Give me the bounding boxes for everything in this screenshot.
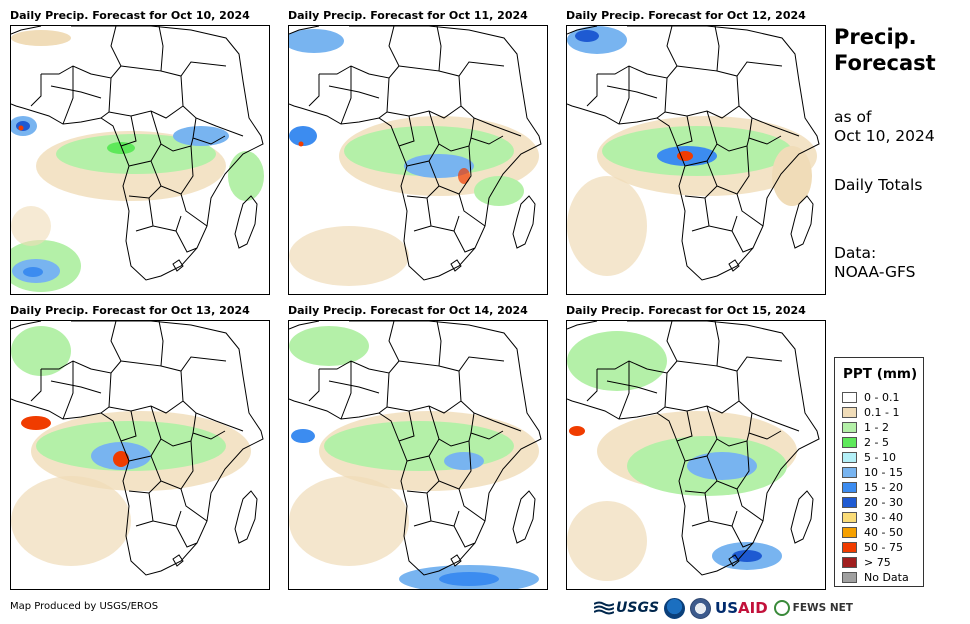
precip-map (566, 25, 826, 295)
state-dept-seal-icon (690, 597, 712, 619)
rain-field (567, 331, 797, 581)
fews-net-text: FEWS NET (792, 602, 853, 614)
sidebar-title-line1: Precip. (834, 25, 917, 49)
precip-map (10, 25, 270, 295)
usaid-logo: USAID (715, 599, 768, 617)
panel-title: Daily Precip. Forecast for Oct 13, 2024 (10, 304, 250, 317)
panel-title: Daily Precip. Forecast for Oct 15, 2024 (566, 304, 806, 317)
legend-item: 40 - 50 (842, 525, 903, 539)
legend-swatch (842, 391, 857, 403)
legend-swatch (842, 466, 857, 478)
legend-item: 50 - 75 (842, 540, 903, 554)
legend-swatch (842, 541, 857, 553)
data-label: Data: (834, 244, 877, 262)
map-credit: Map Produced by USGS/EROS (10, 601, 159, 612)
rain-field (289, 326, 539, 589)
legend-label: > 75 (864, 555, 891, 569)
legend-item: 15 - 20 (842, 480, 903, 494)
precip-map (566, 320, 826, 590)
legend-swatch (842, 451, 857, 463)
panel-title: Daily Precip. Forecast for Oct 10, 2024 (10, 9, 250, 22)
as-of-date: Oct 10, 2024 (834, 127, 935, 145)
usgs-logo: USGS (594, 600, 659, 616)
rain-field (11, 30, 264, 292)
fews-globe-icon (773, 600, 790, 616)
legend-item: No Data (842, 570, 909, 584)
sidebar-title-line2: Forecast (834, 51, 936, 75)
fews-net-logo: FEWS NET (773, 600, 853, 616)
noaa-seal-icon (664, 597, 686, 619)
legend-swatch (842, 511, 857, 523)
legend-swatch (842, 481, 857, 493)
legend-item: 1 - 2 (842, 420, 889, 434)
daily-totals-label: Daily Totals (834, 176, 923, 194)
legend-swatch (842, 496, 857, 508)
legend-label: 20 - 30 (864, 495, 903, 509)
usaid-logo-aid: AID (738, 599, 768, 617)
precip-map (288, 25, 548, 295)
legend-item: 5 - 10 (842, 450, 896, 464)
legend-label: 30 - 40 (864, 510, 903, 524)
legend-label: No Data (864, 570, 909, 584)
legend-item: 0 - 0.1 (842, 390, 899, 404)
legend-label: 50 - 75 (864, 540, 903, 554)
usaid-logo-us: US (715, 599, 739, 617)
data-source: NOAA-GFS (834, 263, 916, 281)
legend-swatch (842, 421, 857, 433)
legend-swatch (842, 526, 857, 538)
panel-title: Daily Precip. Forecast for Oct 11, 2024 (288, 9, 528, 22)
legend-label: 40 - 50 (864, 525, 903, 539)
legend-label: 10 - 15 (864, 465, 903, 479)
legend-item: 10 - 15 (842, 465, 903, 479)
usgs-waves-icon (594, 601, 614, 615)
legend-item: > 75 (842, 555, 891, 569)
legend-item: 0.1 - 1 (842, 405, 899, 419)
panel-title: Daily Precip. Forecast for Oct 12, 2024 (566, 9, 806, 22)
legend-item: 20 - 30 (842, 495, 903, 509)
legend-label: 1 - 2 (864, 420, 889, 434)
legend-label: 0.1 - 1 (864, 405, 900, 419)
legend-item: 30 - 40 (842, 510, 903, 524)
legend-swatch (842, 556, 857, 568)
legend-swatch (842, 436, 857, 448)
sidebar-title: Precip. Forecast (834, 24, 936, 76)
legend-label: 5 - 10 (864, 450, 896, 464)
precip-map (288, 320, 548, 590)
legend-label: 2 - 5 (864, 435, 889, 449)
rain-field (11, 326, 251, 566)
usgs-logo-text: USGS (616, 600, 660, 616)
legend-swatch (842, 571, 857, 583)
precip-map (10, 320, 270, 590)
rain-field (567, 26, 817, 276)
panel-title: Daily Precip. Forecast for Oct 14, 2024 (288, 304, 528, 317)
legend-label: 0 - 0.1 (864, 390, 900, 404)
as-of-label: as of (834, 108, 872, 126)
legend-item: 2 - 5 (842, 435, 889, 449)
legend-title: PPT (mm) (843, 366, 918, 382)
legend-swatch (842, 406, 857, 418)
legend-label: 15 - 20 (864, 480, 903, 494)
logo-strip: USGS USAID FEWS NET (594, 597, 853, 619)
